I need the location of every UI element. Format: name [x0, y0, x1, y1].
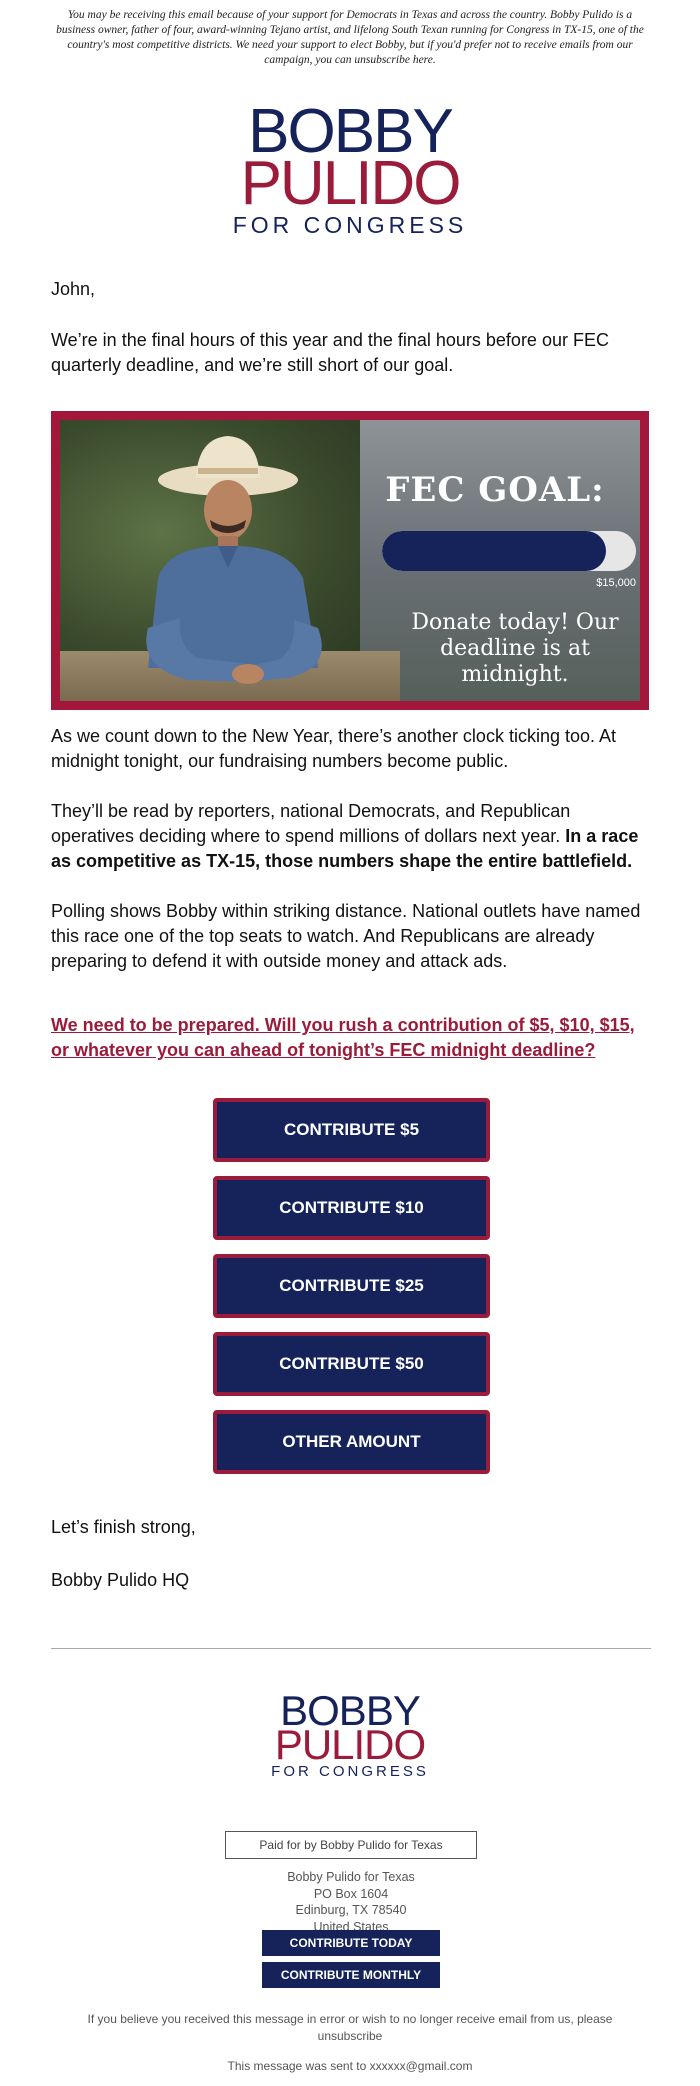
unsubscribe-notice[interactable]: If you believe you received this message…: [87, 2012, 613, 2043]
address-line: Bobby Pulido for Texas: [287, 1870, 415, 1884]
contribute-today-button[interactable]: CONTRIBUTE TODAY: [262, 1930, 440, 1956]
sent-to-notice: This message was sent to xxxxxx@gmail.co…: [227, 2059, 473, 2073]
footer-logo-tagline: FOR CONGRESS: [271, 1763, 429, 1780]
email-disclaimer: You may be receiving this email because …: [56, 9, 644, 66]
fec-goal-title: FEC GOAL:: [385, 470, 605, 510]
closing-line: Let’s finish strong,: [51, 1517, 196, 1537]
signature: Bobby Pulido HQ: [51, 1570, 190, 1590]
footer-logo-last-name: PULIDO: [274, 1721, 426, 1768]
fec-goal-progress-bar: [382, 531, 636, 571]
contribute-monthly-button[interactable]: CONTRIBUTE MONTHLY: [262, 1962, 440, 1988]
paragraph-reporters-plain: They’ll be read by reporters, national D…: [51, 801, 571, 846]
logo-line-last-name: PULIDO: [240, 149, 462, 218]
address-line: Edinburg, TX 78540: [295, 1903, 407, 1917]
candidate-photo: [146, 436, 322, 684]
greeting: John,: [51, 279, 96, 299]
paragraph-reporters: They’ll be read by reporters, national D…: [51, 799, 651, 874]
other-amount-button[interactable]: OTHER AMOUNT: [213, 1410, 490, 1474]
footer-logo: BOBBY PULIDO FOR CONGRESS: [250, 1687, 450, 1781]
banner-donate-message: Donate today! Our deadline is at midnigh…: [411, 610, 619, 687]
fec-goal-banner[interactable]: FEC GOAL: $15,000 Donate today! Our dead…: [51, 411, 649, 710]
contribute-5-button[interactable]: CONTRIBUTE $5: [213, 1098, 490, 1162]
address-line: PO Box 1604: [313, 1886, 389, 1901]
banner-image: FEC GOAL: $15,000 Donate today! Our dead…: [60, 420, 640, 701]
footer-divider: [51, 1648, 651, 1649]
paragraph-intro: We’re in the final hours of this year an…: [51, 330, 609, 375]
footer-logo-first-name: BOBBY: [280, 1687, 421, 1734]
logo-line-first-name: BOBBY: [248, 97, 454, 166]
logo-line-tagline: FOR CONGRESS: [232, 212, 468, 238]
contribution-ask-link[interactable]: We need to be prepared. Will you rush a …: [51, 1015, 635, 1060]
paragraph-countdown: As we count down to the New Year, there’…: [51, 726, 617, 771]
paragraph-reporters-bold: In a race as competitive as TX-15, those…: [51, 826, 639, 871]
contribute-10-button[interactable]: CONTRIBUTE $10: [213, 1176, 490, 1240]
contribute-50-button[interactable]: CONTRIBUTE $50: [213, 1332, 490, 1396]
contribute-25-button[interactable]: CONTRIBUTE $25: [213, 1254, 490, 1318]
mailing-address: Bobby Pulido for Texas PO Box 1604 Edinb…: [200, 1869, 502, 1935]
fec-goal-progress-fill: [382, 531, 606, 571]
fec-goal-amount: $15,000: [596, 577, 636, 589]
campaign-logo: BOBBY PULIDO FOR CONGRESS: [200, 97, 500, 239]
paragraph-polling: Polling shows Bobby within striking dist…: [51, 901, 641, 971]
paid-for-disclaimer: Paid for by Bobby Pulido for Texas: [225, 1831, 477, 1859]
